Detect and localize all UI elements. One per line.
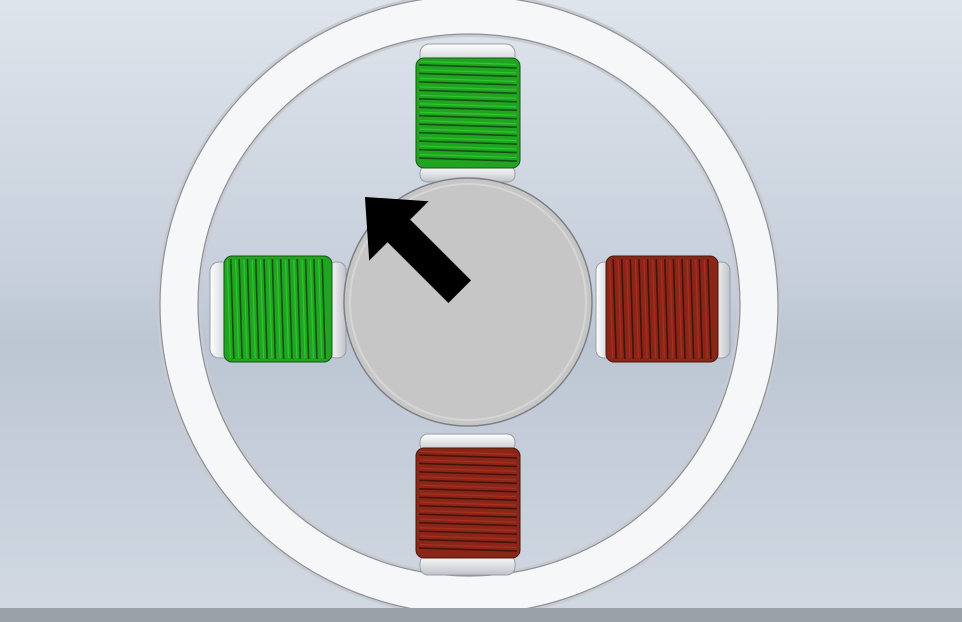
coil-left-winding	[288, 258, 293, 360]
coil-right-winding	[698, 258, 704, 360]
coil-bottom-winding	[418, 513, 518, 518]
coil-top-winding	[418, 89, 518, 95]
stator-ring	[157, 0, 781, 617]
coil-top-winding	[418, 98, 518, 103]
coil-right-winding	[629, 258, 635, 360]
coil-left-winding	[230, 258, 235, 360]
coil-bottom-winding	[418, 496, 518, 502]
coil-left-winding	[246, 258, 252, 360]
coil-right-winding	[646, 258, 652, 360]
coil-bottom-winding	[418, 479, 518, 485]
coil-bottom-winding	[418, 454, 518, 459]
coil-left-winding	[313, 258, 318, 360]
coil-left-winding	[271, 258, 277, 360]
coil-left-winding	[279, 258, 285, 360]
coil-bottom-winding	[418, 521, 518, 527]
coil-right-winding	[612, 258, 617, 360]
coil-right	[595, 255, 731, 363]
coil-bottom-winding	[418, 462, 518, 468]
coil-right-winding	[689, 258, 695, 360]
coil-top-winding	[418, 140, 518, 145]
coil-bottom-winding	[418, 488, 518, 493]
coil-top-winding	[418, 64, 518, 69]
coil-left	[209, 255, 347, 363]
coil-top	[415, 43, 521, 183]
coil-left-winding	[254, 258, 260, 360]
coil-bottom-winding	[418, 547, 518, 552]
coil-top-winding	[418, 131, 518, 137]
coil-bottom-winding	[418, 530, 518, 535]
coil-top-winding	[418, 106, 518, 112]
coil-right-winding	[655, 258, 660, 360]
coil-top-winding	[418, 72, 518, 78]
coil-left-winding	[296, 258, 302, 360]
coil-bottom-winding	[418, 538, 518, 544]
coil-left-winding	[321, 258, 326, 360]
coil-top-winding	[418, 114, 518, 120]
coil-right-winding	[672, 258, 678, 360]
coil-bottom-winding	[418, 504, 518, 510]
coil-right-winding	[620, 258, 626, 360]
coil-left-winding	[304, 258, 310, 360]
coil-left-winding	[263, 258, 268, 360]
coil-bottom-winding	[418, 471, 518, 476]
coil-left-winding	[238, 258, 243, 360]
coil-right-winding	[707, 258, 712, 360]
coil-right-winding	[681, 258, 686, 360]
coil-top-winding	[418, 123, 518, 128]
coil-top-winding	[418, 81, 518, 86]
caption-bar	[0, 608, 962, 622]
rotor-arrow	[364, 196, 472, 304]
coil-top-winding	[418, 148, 518, 154]
coil-right-winding	[638, 258, 643, 360]
coil-right-winding	[664, 258, 669, 360]
coil-bottom	[415, 433, 521, 576]
coil-top-winding	[418, 157, 518, 162]
rotor	[343, 177, 593, 427]
